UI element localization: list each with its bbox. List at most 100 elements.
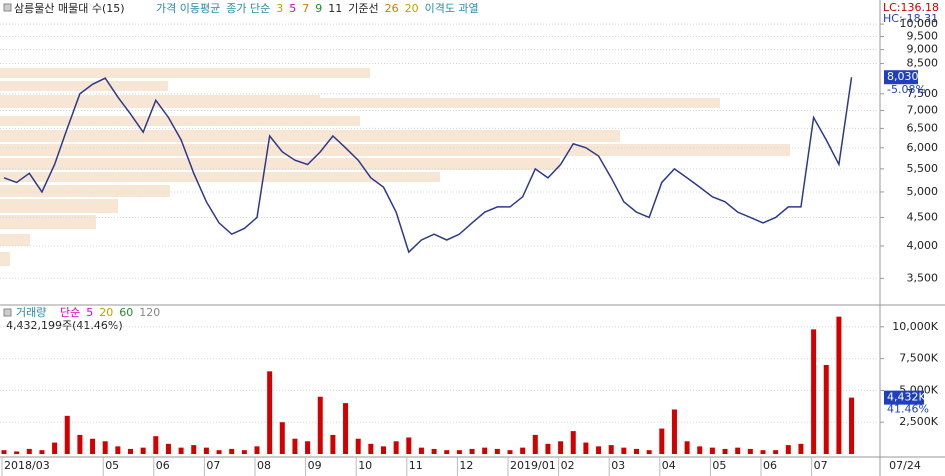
volume-bar — [216, 450, 222, 454]
volume-bar — [811, 329, 817, 454]
volume-bar — [646, 450, 652, 454]
volume-bar — [254, 446, 260, 454]
volume-bar — [709, 447, 715, 454]
volume-bar — [241, 450, 247, 454]
volume-bar — [330, 434, 336, 454]
x-tick-label: 09 — [308, 459, 322, 472]
volume-bar — [621, 447, 627, 454]
x-tick-label: 02 — [561, 459, 575, 472]
price-line — [3, 77, 853, 254]
x-tick-label: 06 — [156, 459, 170, 472]
volume-bar — [305, 441, 311, 454]
volume-bar — [368, 443, 374, 454]
volume-bar — [823, 364, 829, 454]
volume-bar — [102, 441, 108, 454]
x-tick-label: 12 — [459, 459, 473, 472]
y-tick-label: 7,500 — [907, 87, 939, 100]
hc-label: HC:-18.31 — [883, 12, 938, 25]
price-badge — [884, 70, 918, 85]
volume-bar — [26, 448, 32, 454]
x-tick-label: 04 — [662, 459, 676, 472]
volume-profile — [0, 68, 790, 266]
indicator-label: 20 — [405, 2, 419, 15]
volume-bar — [355, 438, 361, 454]
volume-bar — [165, 443, 171, 454]
volume-badge — [884, 390, 924, 405]
x-tick-label: 2019/01 — [510, 459, 556, 472]
x-end-label: 07/24 — [889, 459, 921, 472]
volume-bar — [596, 446, 602, 454]
volume-bar — [456, 450, 462, 454]
volume-bar — [608, 445, 614, 454]
price-change: -5.08% — [887, 83, 926, 96]
volume-bar — [849, 397, 855, 454]
volume-bar — [747, 448, 753, 454]
x-tick-label: 05 — [712, 459, 726, 472]
volume-bar — [570, 431, 576, 454]
volume-bar — [532, 434, 538, 454]
volume-bar — [469, 448, 475, 454]
volume-bar — [671, 409, 677, 454]
x-tick-label: 2018/03 — [4, 459, 50, 472]
y-tick-label: 4,000 — [907, 239, 939, 252]
x-tick-label: 07 — [206, 459, 220, 472]
y-tick-label: 3,500 — [907, 271, 939, 284]
volume-bar — [558, 441, 564, 454]
volume-bar — [431, 448, 437, 454]
indicator-label: 60 — [119, 306, 133, 319]
volume-bar — [494, 448, 500, 454]
volume-pct: 41.46% — [887, 403, 929, 416]
volume-bar — [229, 448, 235, 454]
price-badge-label: 8,030 — [887, 70, 919, 83]
chart-title: 삼릉물산 매물대 수(15) — [14, 2, 125, 15]
volume-bar — [634, 448, 639, 454]
x-tick-label: 10 — [358, 459, 372, 472]
indicator-label: 5 — [86, 306, 93, 319]
volume-bar — [406, 437, 412, 454]
volume-bar — [545, 443, 551, 454]
volume-bar — [39, 450, 45, 454]
indicator-label: 7 — [302, 2, 309, 15]
indicator-label: 26 — [385, 2, 399, 15]
indicator-label: 종가 단순 — [226, 2, 270, 15]
volume-bar — [1, 450, 7, 454]
volume-bar — [444, 450, 450, 454]
y-tick-label: 8,500 — [907, 56, 939, 69]
volume-bar — [52, 442, 58, 454]
y-tick-label: 10,000K — [892, 320, 938, 333]
volume-bar — [520, 447, 526, 454]
volume-bar — [115, 446, 121, 454]
volume-bar — [203, 447, 209, 454]
indicator-label: 120 — [139, 306, 160, 319]
volume-bar — [178, 447, 184, 454]
x-tick-label: 05 — [105, 459, 119, 472]
volume-bar — [64, 415, 70, 454]
y-tick-label: 5,000 — [907, 185, 939, 198]
volume-bar — [735, 447, 741, 454]
volume-bar — [773, 450, 779, 454]
y-tick-label: 4,500 — [907, 210, 939, 223]
volume-legend: 단순 5 20 60 120 — [60, 306, 160, 319]
volume-bar — [659, 428, 665, 454]
volume-summary: 4,432,199주(41.46%) — [6, 319, 123, 332]
indicator-legend: 가격 이동평균 종가 단순 3 5 7 9 11 기준선 26 20 이격도 과열 — [156, 2, 479, 15]
volume-title: 거래량 — [16, 306, 46, 319]
volume-bar — [583, 442, 589, 454]
indicator-label: 단순 — [60, 306, 80, 319]
volume-bar — [785, 445, 791, 454]
y-tick-label: 10,000 — [900, 17, 939, 30]
y-tick-label: 7,000 — [907, 103, 939, 116]
x-tick-label: 03 — [611, 459, 625, 472]
icon — [3, 3, 12, 12]
indicator-label: 20 — [99, 306, 113, 319]
y-tick-label: 9,000 — [907, 43, 939, 56]
indicator-label: 기준선 — [348, 2, 378, 15]
y-tick-label: 2,500K — [899, 415, 938, 428]
volume-bar — [77, 434, 83, 454]
volume-badge-label: 4,432K — [887, 391, 926, 404]
volume-bar — [267, 371, 273, 454]
y-tick-label: 6,000 — [907, 141, 939, 154]
volume-bar — [684, 441, 690, 454]
volume-bar — [381, 446, 386, 454]
